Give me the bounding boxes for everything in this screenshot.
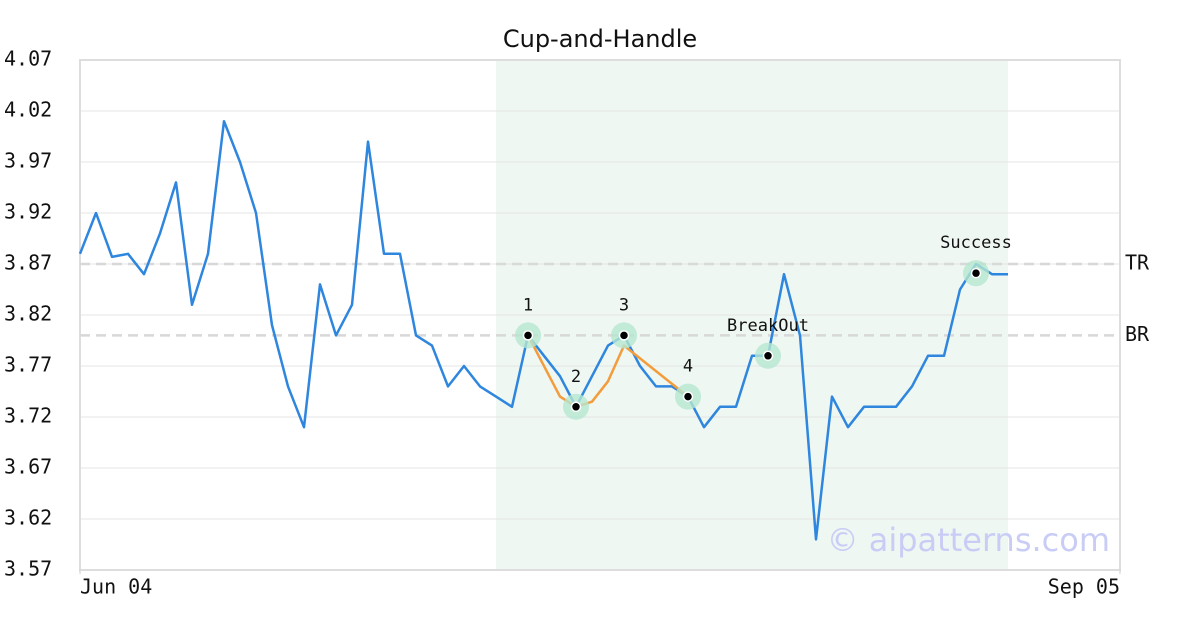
point-label: BreakOut xyxy=(727,316,809,336)
y-tick-label: 3.57 xyxy=(4,557,52,581)
y-tick-label: 4.02 xyxy=(4,98,52,122)
level-label: BR xyxy=(1125,322,1150,346)
x-tick-label: Jun 04 xyxy=(80,575,152,599)
point-label: 4 xyxy=(683,357,693,377)
y-tick-label: 3.92 xyxy=(4,200,52,224)
price-line xyxy=(78,119,1008,541)
y-tick-label: 3.87 xyxy=(4,251,52,275)
watermark: © aipatterns.com xyxy=(827,521,1110,559)
point-label: 1 xyxy=(523,295,533,315)
y-tick-label: 3.97 xyxy=(4,149,52,173)
y-tick-label: 4.07 xyxy=(4,47,52,71)
point-label: Success xyxy=(940,233,1012,253)
y-tick-label: 3.67 xyxy=(4,455,52,479)
y-tick-label: 3.82 xyxy=(4,302,52,326)
point-label: 3 xyxy=(619,295,629,315)
point-marker xyxy=(970,267,982,279)
y-tick-label: 3.62 xyxy=(4,506,52,530)
y-tick-label: 3.72 xyxy=(4,404,52,428)
y-tick-label: 3.77 xyxy=(4,353,52,377)
point-marker xyxy=(618,330,630,341)
point-marker xyxy=(762,350,774,362)
chart-title: Cup-and-Handle xyxy=(503,25,697,53)
plot-frame xyxy=(79,59,1121,571)
point-marker xyxy=(522,330,534,341)
point-label: 2 xyxy=(571,367,581,387)
point-marker xyxy=(682,391,694,402)
x-tick-label: Sep 05 xyxy=(1048,575,1120,599)
level-label: TR xyxy=(1125,251,1150,275)
point-marker xyxy=(570,401,582,413)
